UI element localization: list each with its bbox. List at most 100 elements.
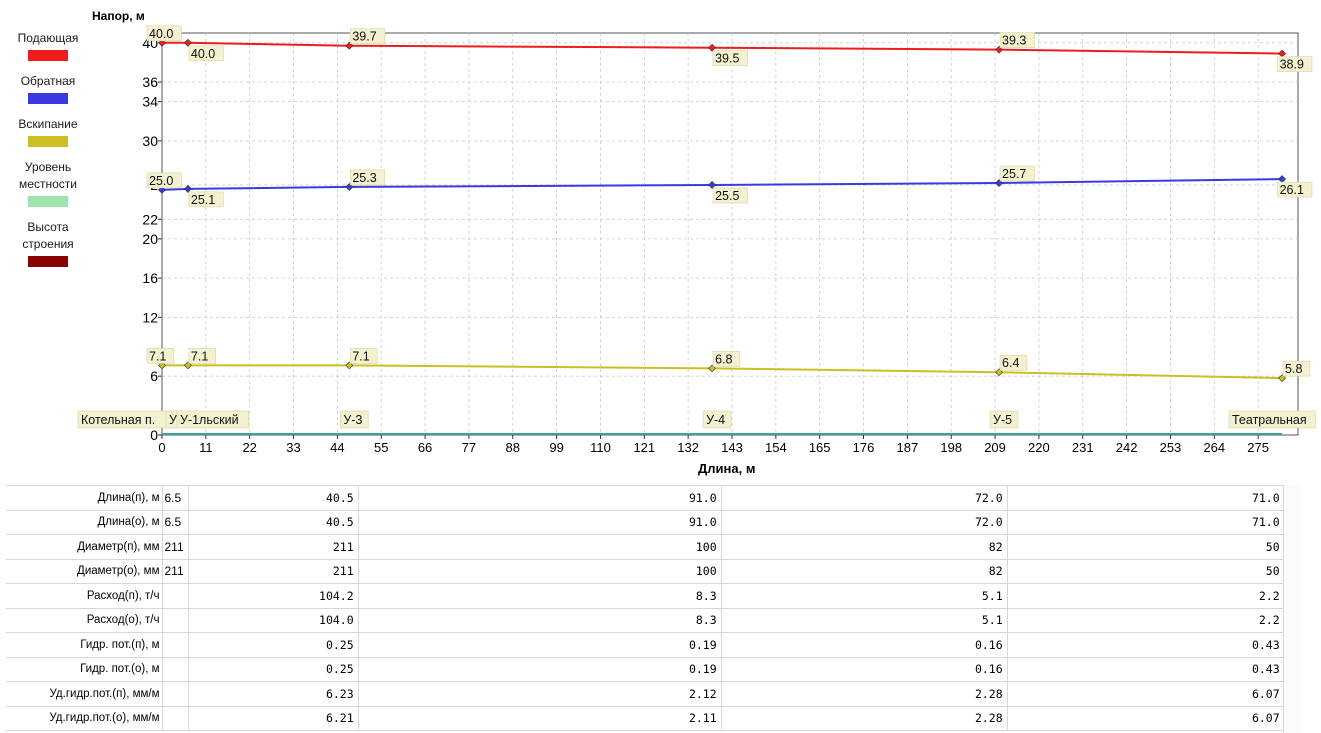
data-label-text: 6.8 bbox=[715, 352, 732, 366]
legend-swatch-boiling bbox=[28, 136, 68, 147]
legend-swatch-ground-level bbox=[28, 196, 68, 207]
table-row[interactable]: Длина(о), м 6.5 40.5 91.0 72.0 71.0 bbox=[6, 510, 1285, 535]
table-cell bbox=[162, 583, 189, 609]
x-axis-title: Длина, м bbox=[698, 461, 756, 476]
x-tick-label: 121 bbox=[633, 440, 655, 455]
table-row[interactable]: Диаметр(п), мм 211 211 100 82 50 bbox=[6, 534, 1285, 560]
data-label-boiling: 7.1 bbox=[188, 348, 217, 364]
table-row[interactable]: Уд.гидр.пот.(п), мм/м 6.23 2.12 2.28 6.07 bbox=[6, 681, 1285, 707]
table-row[interactable]: Расход(о), т/ч 104.0 8.3 5.1 2.2 bbox=[6, 608, 1285, 633]
data-label-bg bbox=[350, 169, 386, 186]
row-header: Уд.гидр.пот.(п), мм/м bbox=[6, 681, 163, 707]
node-label-bg bbox=[1228, 410, 1316, 429]
table-cell: 6.21 bbox=[188, 706, 359, 731]
table-cell: 8.3 bbox=[358, 583, 722, 609]
table-cell bbox=[162, 681, 189, 707]
legend-swatch-building-height bbox=[28, 256, 68, 267]
table-cell: 40.5 bbox=[188, 510, 359, 535]
data-point-supply bbox=[183, 38, 192, 47]
row-header: Диаметр(о), мм bbox=[6, 559, 163, 584]
node-label-text: У-5 bbox=[993, 413, 1012, 427]
data-label-bg bbox=[146, 25, 182, 42]
table-row[interactable]: Гидр. пот.(п), м 0.25 0.19 0.16 0.43 bbox=[6, 632, 1285, 658]
node-label-bg bbox=[702, 410, 732, 429]
table-cell: 0.25 bbox=[188, 632, 359, 658]
table-row[interactable]: Расход(п), т/ч 104.2 8.3 5.1 2.2 bbox=[6, 583, 1285, 609]
legend-item-boiling[interactable]: Вскипание bbox=[8, 116, 88, 147]
data-label-text: 6.4 bbox=[1002, 356, 1019, 370]
table-cell bbox=[162, 657, 189, 682]
table-cell: 72.0 bbox=[721, 510, 1008, 535]
table-cell: 72.0 bbox=[721, 485, 1008, 511]
table-row[interactable]: Уд.гидр.пот.(о), мм/м 6.21 2.11 2.28 6.07 bbox=[6, 706, 1285, 731]
row-header: Уд.гидр.пот.(о), мм/м bbox=[6, 706, 163, 731]
series-line-supply bbox=[162, 41, 1283, 55]
x-tick-label: 77 bbox=[462, 440, 476, 455]
data-label-text: 25.7 bbox=[1002, 167, 1026, 181]
node-label: Котельная п. bbox=[77, 410, 172, 429]
table-row[interactable]: Длина(п), м 6.5 40.5 91.0 72.0 71.0 bbox=[6, 485, 1285, 511]
legend: Подающая Обратная Вскипание Уровень мест… bbox=[8, 30, 88, 279]
data-label-bg bbox=[999, 32, 1035, 48]
data-label-text: 39.5 bbox=[715, 52, 739, 66]
data-label-supply: 39.7 bbox=[350, 28, 386, 45]
data-label-text: 25.1 bbox=[191, 193, 215, 207]
table-row[interactable]: Гидр. пот.(о), м 0.25 0.19 0.16 0.43 bbox=[6, 657, 1285, 682]
legend-item-building-height[interactable]: Высота строения bbox=[8, 219, 88, 267]
legend-label-return: Обратная bbox=[20, 74, 76, 88]
table-cell: 91.0 bbox=[358, 485, 722, 511]
table-cell: 0.43 bbox=[1007, 657, 1285, 682]
x-tick-label: 275 bbox=[1247, 440, 1269, 455]
row-header: Гидр. пот.(о), м bbox=[6, 657, 163, 682]
data-label-bg bbox=[350, 348, 378, 364]
data-label-text: 40.0 bbox=[149, 27, 173, 41]
table-row[interactable]: Диаметр(о), мм 211 211 100 82 50 bbox=[6, 559, 1285, 584]
node-label-bg bbox=[176, 410, 249, 429]
data-label-text: 7.1 bbox=[352, 349, 369, 363]
table-cell: 82 bbox=[721, 534, 1008, 560]
x-tick-label: 143 bbox=[721, 440, 743, 455]
table-cell: 2.12 bbox=[358, 681, 722, 707]
data-label-supply: 39.5 bbox=[712, 50, 748, 67]
table-cell: 6.5 bbox=[162, 510, 189, 535]
table-cell: 0.43 bbox=[1007, 632, 1285, 658]
y-tick-label: 36 bbox=[142, 74, 158, 90]
x-tick-label: 165 bbox=[809, 440, 831, 455]
data-label-supply: 40.0 bbox=[146, 25, 182, 42]
y-tick-label: 0 bbox=[150, 427, 158, 443]
data-label-bg bbox=[999, 165, 1035, 182]
data-label-bg bbox=[350, 28, 386, 45]
data-label-boiling: 7.1 bbox=[350, 348, 378, 364]
legend-swatch-supply bbox=[28, 50, 68, 61]
table-cell: 71.0 bbox=[1007, 510, 1285, 535]
table-cell: 0.16 bbox=[721, 657, 1008, 682]
node-label-bg bbox=[340, 410, 369, 429]
legend-item-supply[interactable]: Подающая bbox=[8, 30, 88, 61]
data-label-return: 25.7 bbox=[999, 165, 1035, 182]
data-label-text: 38.9 bbox=[1280, 58, 1304, 72]
legend-item-ground-level[interactable]: Уровень местности bbox=[8, 159, 88, 207]
node-label: Театральная bbox=[1228, 410, 1316, 429]
data-label-text: 26.1 bbox=[1280, 183, 1304, 197]
y-tick-label: 34 bbox=[142, 94, 158, 110]
x-tick-label: 209 bbox=[984, 440, 1006, 455]
y-tick-label: 6 bbox=[150, 368, 158, 384]
table-cell: 50 bbox=[1007, 559, 1285, 584]
table-scrollbar[interactable] bbox=[1283, 485, 1301, 733]
data-label-text: 25.0 bbox=[149, 174, 173, 188]
table-cell bbox=[162, 632, 189, 658]
table-cell: 2.2 bbox=[1007, 608, 1285, 633]
table-cell: 104.0 bbox=[188, 608, 359, 633]
data-label-bg bbox=[999, 354, 1028, 371]
data-label-boiling: 6.8 bbox=[712, 351, 741, 367]
legend-label-building-height-line1: Высота bbox=[27, 220, 69, 234]
data-label-bg bbox=[712, 187, 748, 204]
legend-item-return[interactable]: Обратная bbox=[8, 73, 88, 104]
table-cell: 0.25 bbox=[188, 657, 359, 682]
data-label-bg bbox=[188, 348, 217, 364]
row-header: Диаметр(п), мм bbox=[6, 534, 163, 560]
data-label-text: 40.0 bbox=[191, 47, 215, 61]
x-tick-label: 154 bbox=[765, 440, 787, 455]
table-cell: 71.0 bbox=[1007, 485, 1285, 511]
table-cell: 2.11 bbox=[358, 706, 722, 731]
